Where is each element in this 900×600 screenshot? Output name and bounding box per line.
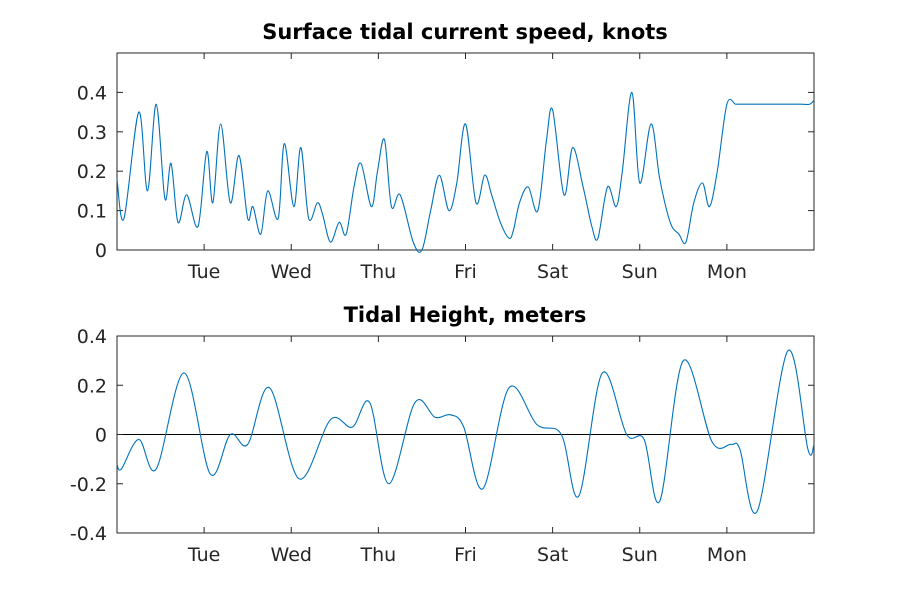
tidal-height-x-tick-label: Sun xyxy=(622,544,658,566)
tidal-height-x-tick-label: Fri xyxy=(454,544,477,566)
current-speed-y-tick-label: 0.2 xyxy=(77,161,107,183)
current-speed-title: Surface tidal current speed, knots xyxy=(262,20,668,44)
tidal-height-x-tick-label: Tue xyxy=(187,544,220,566)
current-speed-x-tick-label: Thu xyxy=(360,261,397,283)
current-speed-y-tick-label: 0 xyxy=(95,240,107,262)
current-speed-ticks: Tue Wed Thu Fri Sat Sun Mon 0 0.1 0.2 0.3 0.4 xyxy=(77,53,814,283)
tidal-height-series-line xyxy=(116,349,815,514)
current-speed-x-tick-label: Tue xyxy=(187,261,220,283)
tidal-height-x-tick-label: Thu xyxy=(360,544,397,566)
tidal-height-x-tick-label: Wed xyxy=(271,544,312,566)
tidal-height-title: Tidal Height, meters xyxy=(344,303,587,327)
current-speed-plot-area xyxy=(116,52,815,251)
tidal-height-y-tick-label: 0 xyxy=(95,425,107,447)
current-speed-y-tick-label: 0.1 xyxy=(77,201,107,223)
current-speed-x-tick-label: Wed xyxy=(271,261,312,283)
tidal-height-x-tick-label: Sat xyxy=(537,544,568,566)
tidal-height-ticks: Tue Wed Thu Fri Sat Sun Mon -0.4 -0.2 0 0.2 0.4 xyxy=(70,326,814,566)
tidal-height-y-tick-label: -0.4 xyxy=(70,523,107,545)
current-speed-y-tick-label: 0.3 xyxy=(77,122,107,144)
current-speed-y-tick-label: 0.4 xyxy=(77,82,107,104)
tidal-height-y-tick-label: 0.4 xyxy=(77,326,107,348)
current-speed-x-tick-label: Fri xyxy=(454,261,477,283)
current-speed-x-tick-label: Mon xyxy=(707,261,747,283)
current-speed-x-tick-label: Sat xyxy=(537,261,568,283)
current-speed-series-line xyxy=(116,91,815,253)
tidal-height-x-tick-label: Mon xyxy=(707,544,747,566)
current-speed-x-tick-label: Sun xyxy=(622,261,658,283)
current-speed-chart: Surface tidal current speed, knots Tue We… xyxy=(77,20,815,283)
tidal-height-y-tick-label: 0.2 xyxy=(77,375,107,397)
tidal-height-y-tick-label: -0.2 xyxy=(70,474,107,496)
tidal-height-chart: Tidal Height, meters Tue Wed Thu Fri Sat Sun M… xyxy=(70,303,815,566)
